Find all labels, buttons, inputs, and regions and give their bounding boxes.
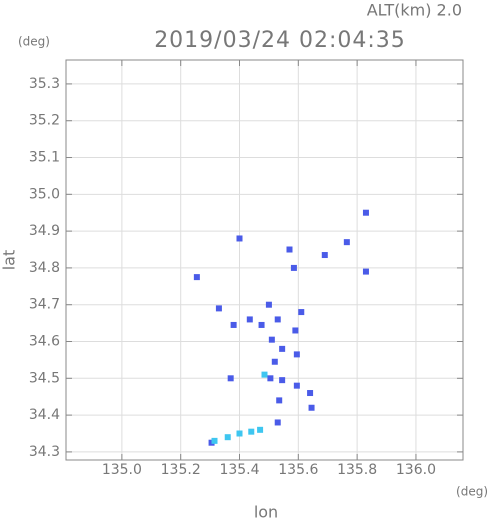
echo-point xyxy=(274,419,281,426)
echo-point xyxy=(293,382,300,389)
x-tick-label: 135.2 xyxy=(161,462,201,478)
echo-point xyxy=(246,316,253,323)
x-tick-label: 135.0 xyxy=(102,462,142,478)
echo-point xyxy=(265,301,272,308)
y-tick-label: 35.0 xyxy=(29,186,60,202)
echo-point xyxy=(293,351,300,358)
y-tick-label: 34.4 xyxy=(29,407,60,423)
echo-point xyxy=(292,327,299,334)
x-unit: (deg) xyxy=(456,485,488,499)
y-tick-label: 34.5 xyxy=(29,370,60,386)
y-tick-label: 34.9 xyxy=(29,223,60,239)
y-tick-label: 34.8 xyxy=(29,260,60,276)
echo-point xyxy=(286,246,293,253)
altitude-label: ALT(km) 2.0 xyxy=(367,1,462,20)
echo-point xyxy=(230,321,237,328)
echo-point xyxy=(321,252,328,259)
echo-point xyxy=(343,239,350,246)
echo-point xyxy=(290,264,297,271)
y-tick-label: 35.3 xyxy=(29,76,60,92)
echo-point xyxy=(308,404,315,411)
chart-title: 2019/03/24 02:04:35 xyxy=(154,28,406,53)
x-tick-label: 135.6 xyxy=(278,462,318,478)
echo-point xyxy=(279,377,286,384)
y-tick-label: 35.1 xyxy=(29,150,60,166)
echo-point xyxy=(267,375,274,382)
y-unit: (deg) xyxy=(18,35,50,49)
x-tick-label: 135.8 xyxy=(337,462,377,478)
echo-point xyxy=(307,390,314,397)
echo-point xyxy=(236,430,243,437)
echo-point xyxy=(268,336,275,343)
echo-point xyxy=(279,345,286,352)
echo-point xyxy=(211,437,218,444)
echo-point xyxy=(258,321,265,328)
echo-point xyxy=(261,371,268,378)
plot-frame xyxy=(65,59,464,461)
y-tick-label: 34.7 xyxy=(29,297,60,313)
echo-point xyxy=(298,309,305,316)
echo-point xyxy=(271,358,278,365)
echo-point xyxy=(362,268,369,275)
x-axis-label: lon xyxy=(254,503,278,521)
y-tick-label: 35.2 xyxy=(29,113,60,129)
y-tick-label: 34.3 xyxy=(29,444,60,460)
echo-point xyxy=(248,428,255,435)
echo-point xyxy=(362,209,369,216)
y-tick-label: 34.6 xyxy=(29,334,60,350)
echo-point xyxy=(236,235,243,242)
x-tick-label: 135.4 xyxy=(219,462,259,478)
x-tick-label: 136.0 xyxy=(396,462,436,478)
echo-point xyxy=(193,274,200,281)
echo-point xyxy=(215,305,222,312)
echo-point xyxy=(227,375,234,382)
echo-point xyxy=(276,397,283,404)
y-axis-label: lat xyxy=(0,250,19,271)
echo-point xyxy=(274,316,281,323)
echo-point xyxy=(257,426,264,433)
echo-point xyxy=(224,434,231,441)
